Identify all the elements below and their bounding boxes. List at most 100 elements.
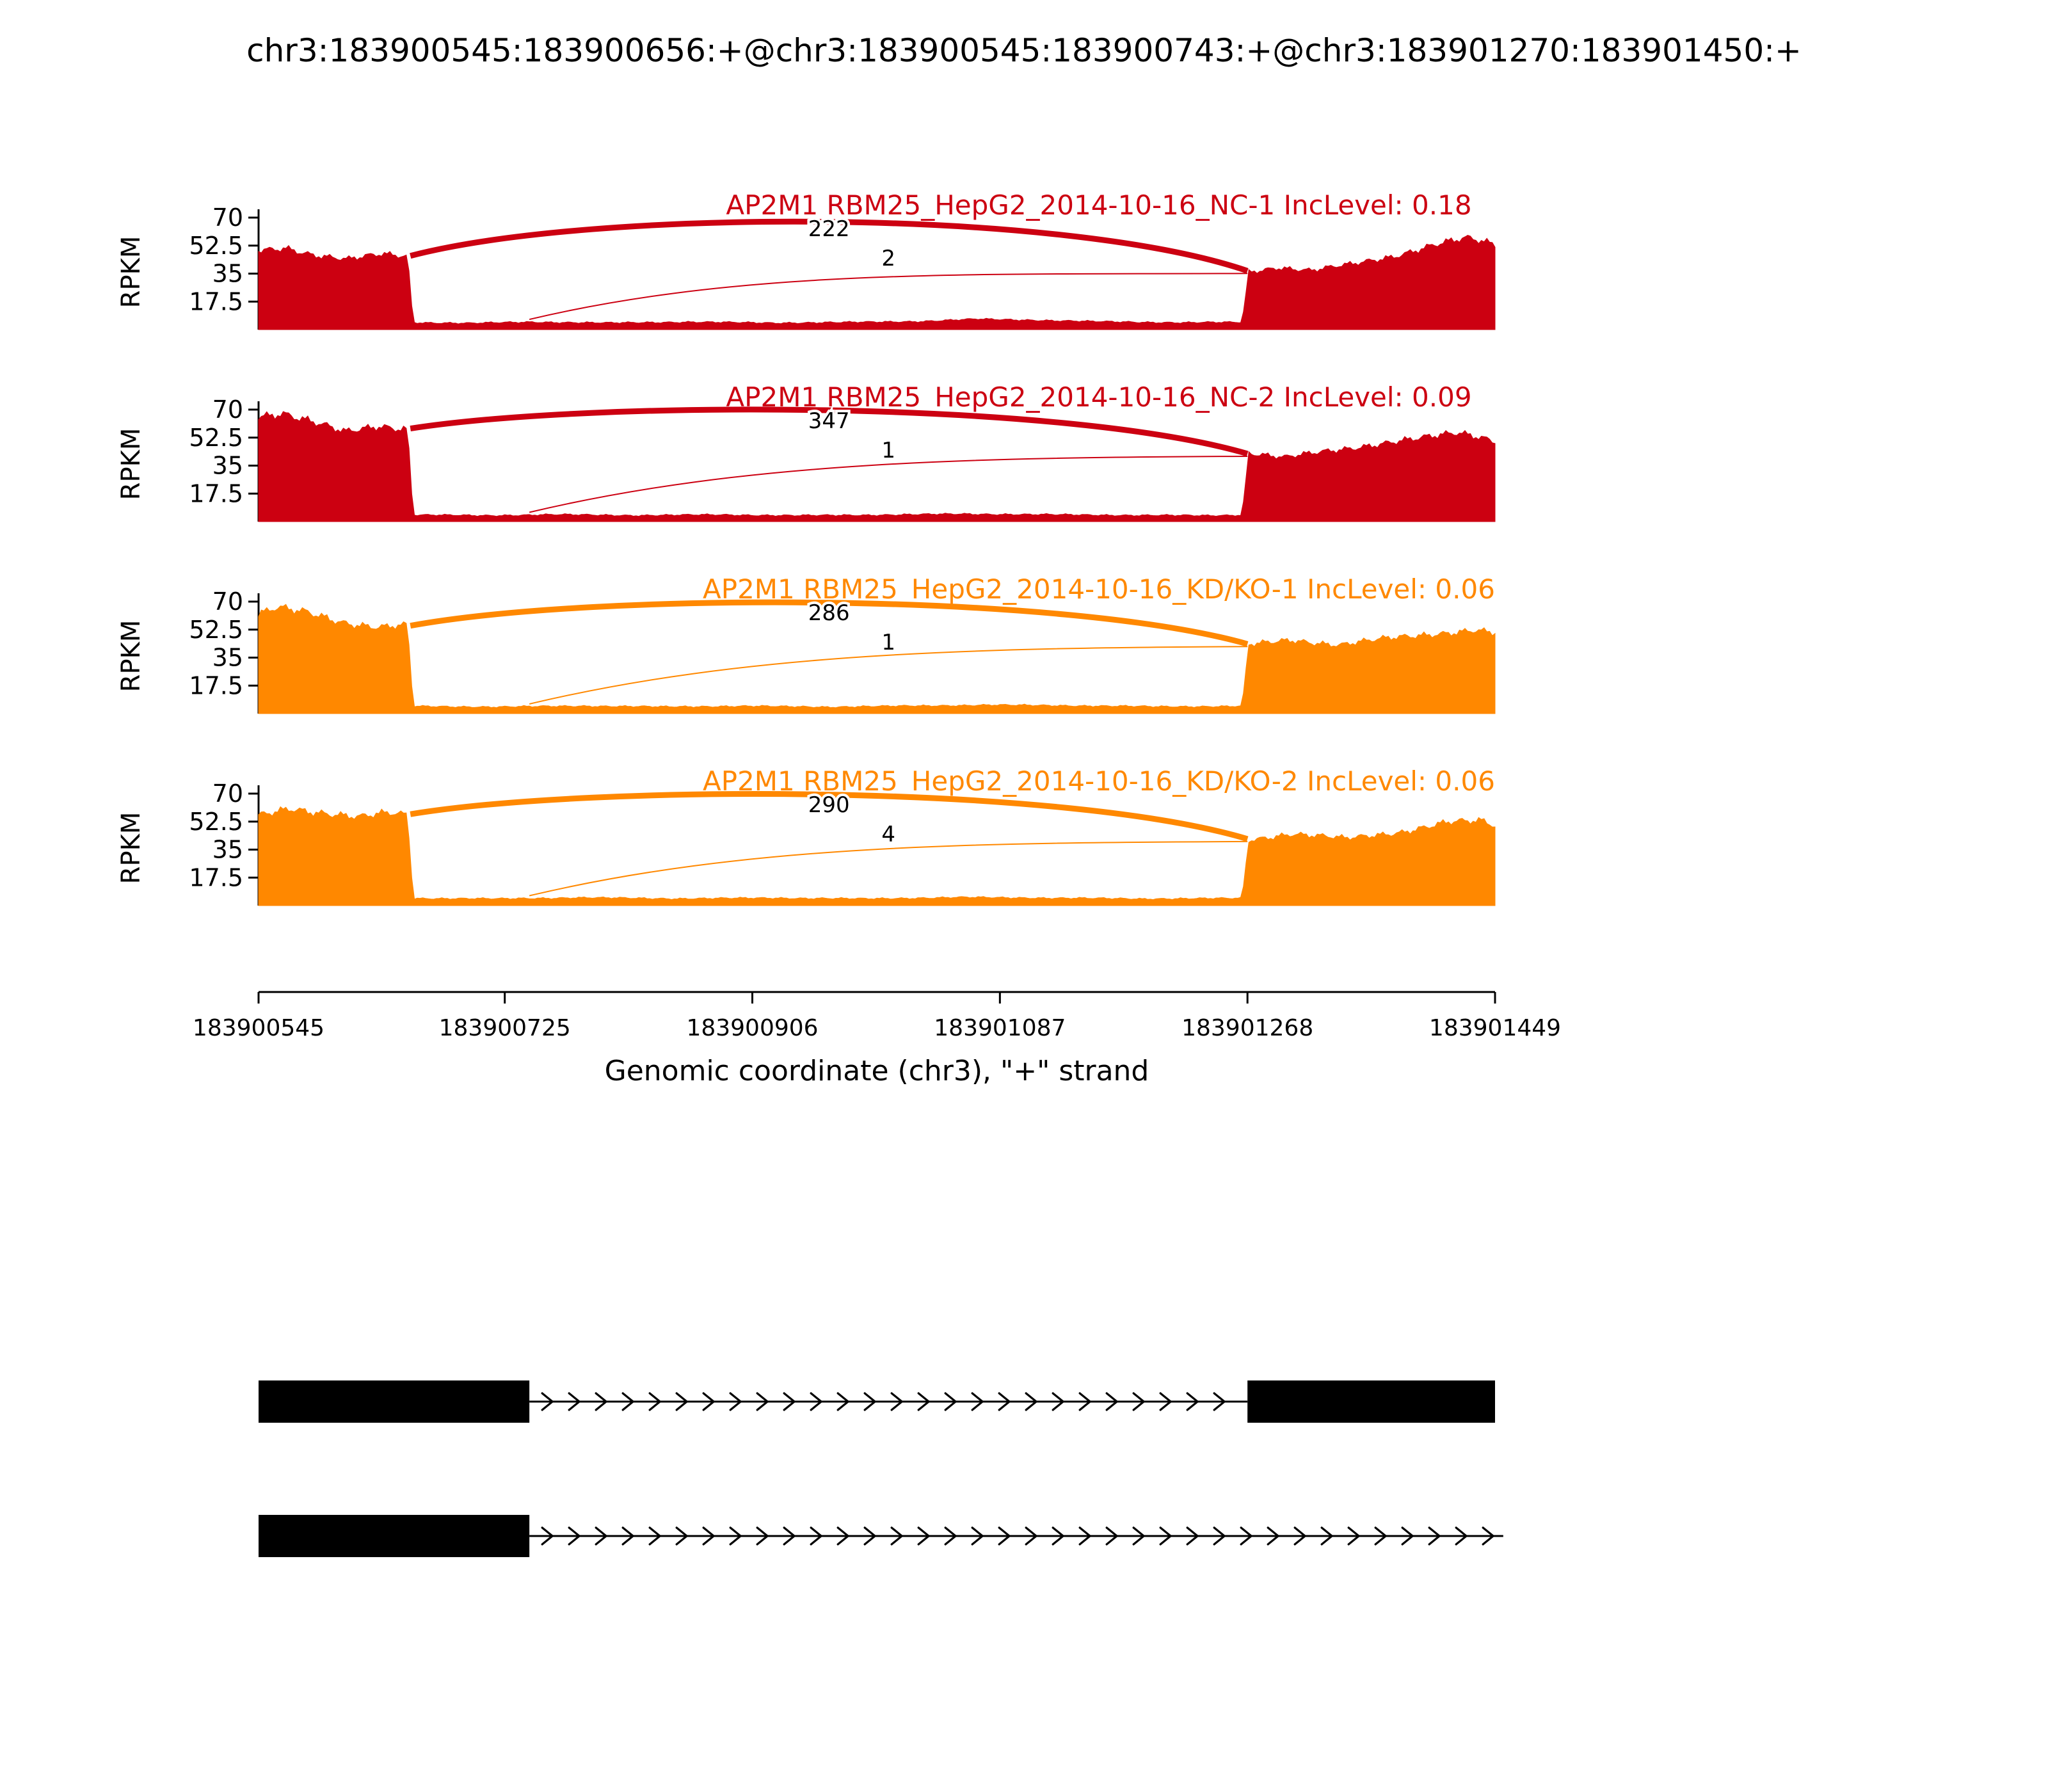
junction-count: 290: [808, 792, 850, 818]
y-axis-title: RPKM: [116, 620, 146, 692]
strand-chevron-icon: [568, 1526, 581, 1546]
strand-chevron-icon: [1078, 1526, 1092, 1546]
strand-chevron-icon: [675, 1392, 689, 1411]
strand-chevron-icon: [1482, 1526, 1495, 1546]
junction-arc: [410, 791, 1249, 842]
strand-chevron-icon: [1186, 1392, 1199, 1411]
strand-chevron-icon: [1213, 1392, 1226, 1411]
strand-chevron-icon: [1374, 1526, 1388, 1546]
strand-chevron-icon: [971, 1392, 984, 1411]
figure-title: chr3:183900545:183900656:+@chr3:18390054…: [246, 32, 1802, 69]
y-tick-label: 52.5: [189, 424, 243, 452]
junction-arc: [529, 646, 1248, 705]
coverage-area: [258, 604, 1496, 714]
coverage-tracks: AP2M1 RBM25_HepG2_2014-10-16_NC-1 IncLev…: [0, 170, 2048, 938]
strand-chevron-icon: [1455, 1526, 1468, 1546]
strand-chevron-icon: [1293, 1526, 1307, 1546]
sashimi-track: AP2M1 RBM25_HepG2_2014-10-16_NC-1 IncLev…: [116, 189, 1496, 330]
strand-chevron-icon: [863, 1526, 877, 1546]
y-axis-title: RPKM: [116, 428, 146, 500]
strand-chevron-icon: [1105, 1392, 1119, 1411]
y-tick-label: 17.5: [189, 287, 243, 316]
junction-count: 1: [881, 630, 895, 655]
track-title: AP2M1 RBM25_HepG2_2014-10-16_KD/KO-1 Inc…: [703, 573, 1495, 605]
junction-arc: [410, 218, 1249, 274]
junction-arc: [410, 599, 1249, 647]
strand-chevron-icon: [1428, 1526, 1441, 1546]
track-title: AP2M1 RBM25_HepG2_2014-10-16_KD/KO-2 Inc…: [703, 765, 1495, 797]
strand-chevron-icon: [648, 1392, 662, 1411]
strand-chevron-icon: [1132, 1526, 1146, 1546]
junction-arc: [529, 273, 1248, 321]
strand-chevron-icon: [756, 1392, 769, 1411]
strand-chevron-icon: [810, 1392, 823, 1411]
strand-chevron-icon: [944, 1392, 957, 1411]
strand-chevron-icon: [783, 1526, 796, 1546]
strand-chevron-icon: [1025, 1526, 1038, 1546]
strand-chevron-icon: [836, 1392, 850, 1411]
y-tick-label: 52.5: [189, 808, 243, 836]
y-tick-label: 35: [212, 836, 243, 864]
coverage-area: [258, 234, 1496, 330]
strand-chevron-icon: [568, 1392, 581, 1411]
coverage-area: [258, 411, 1496, 522]
junction-arc: [529, 840, 1248, 897]
y-tick-label: 35: [212, 644, 243, 672]
y-tick-label: 70: [212, 588, 243, 616]
x-tick-label: 183901449: [1429, 1015, 1561, 1041]
track-title: AP2M1 RBM25_HepG2_2014-10-16_NC-2 IncLev…: [726, 381, 1471, 413]
strand-chevron-icon: [595, 1392, 608, 1411]
x-tick-label: 183900545: [193, 1015, 324, 1041]
exon-box: [259, 1515, 530, 1557]
x-axis-svg: 183900545 183900725 183900906 183901087 1839…: [193, 991, 1561, 1087]
strand-chevron-icon: [648, 1526, 662, 1546]
strand-chevron-icon: [1159, 1526, 1172, 1546]
isoforms-svg: [259, 1380, 1503, 1557]
strand-chevron-icon: [621, 1392, 635, 1411]
strand-chevron-icon: [1052, 1392, 1065, 1411]
x-tick-label: 183900725: [439, 1015, 571, 1041]
strand-chevron-icon: [1025, 1392, 1038, 1411]
x-axis-title: Genomic coordinate (chr3), "+" strand: [605, 1055, 1149, 1087]
junction-count: 2: [881, 246, 895, 271]
strand-chevron-icon: [1159, 1392, 1172, 1411]
strand-chevron-icon: [1267, 1526, 1280, 1546]
y-axis-title: RPKM: [116, 812, 146, 884]
strand-chevron-icon: [1132, 1392, 1146, 1411]
strand-chevron-icon: [1052, 1526, 1065, 1546]
y-tick-label: 52.5: [189, 232, 243, 260]
sashimi-track: AP2M1 RBM25_HepG2_2014-10-16_KD/KO-2 Inc…: [116, 765, 1496, 906]
strand-chevron-icon: [702, 1392, 716, 1411]
junction-count: 286: [808, 600, 850, 626]
exon-box: [259, 1380, 530, 1423]
strand-chevron-icon: [1401, 1526, 1414, 1546]
strand-chevron-icon: [917, 1392, 931, 1411]
y-tick-label: 17.5: [189, 863, 243, 892]
strand-chevron-icon: [756, 1526, 769, 1546]
y-tick-label: 17.5: [189, 671, 243, 700]
y-tick-label: 70: [212, 396, 243, 424]
strand-chevron-icon: [810, 1526, 823, 1546]
strand-chevron-icon: [621, 1526, 635, 1546]
y-tick-label: 70: [212, 204, 243, 232]
strand-chevron-icon: [890, 1392, 904, 1411]
strand-chevron-icon: [1105, 1526, 1119, 1546]
junction-arc: [410, 406, 1249, 457]
sashimi-track: AP2M1 RBM25_HepG2_2014-10-16_NC-2 IncLev…: [116, 381, 1496, 522]
exon-box: [1247, 1380, 1495, 1423]
junction-count: 1: [881, 438, 895, 463]
strand-chevron-icon: [1240, 1526, 1253, 1546]
strand-chevron-icon: [595, 1526, 608, 1546]
y-tick-label: 70: [212, 780, 243, 808]
x-tick-label: 183901268: [1181, 1015, 1313, 1041]
strand-chevron-icon: [1078, 1392, 1092, 1411]
strand-chevron-icon: [1347, 1526, 1361, 1546]
strand-chevron-icon: [998, 1392, 1011, 1411]
junction-count: 4: [881, 822, 895, 847]
strand-chevron-icon: [541, 1392, 554, 1411]
strand-chevron-icon: [541, 1526, 554, 1546]
strand-chevron-icon: [1186, 1526, 1199, 1546]
strand-chevron-icon: [890, 1526, 904, 1546]
y-tick-label: 17.5: [189, 479, 243, 508]
transcript-structures: [0, 1306, 2048, 1664]
